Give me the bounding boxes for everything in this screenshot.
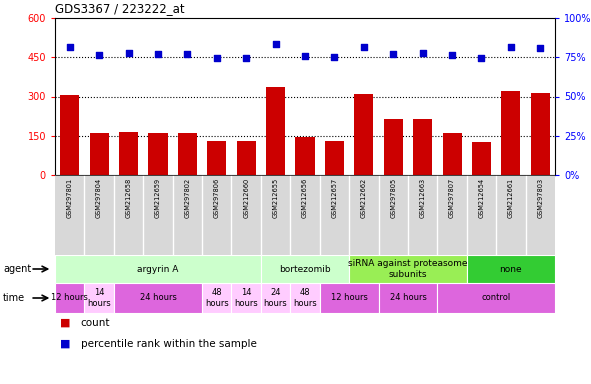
Text: argyrin A: argyrin A bbox=[137, 265, 178, 273]
Point bbox=[183, 51, 192, 57]
Bar bbox=[437, 283, 555, 313]
Bar bbox=[531, 93, 550, 175]
Point bbox=[330, 54, 339, 60]
Text: 48
hours: 48 hours bbox=[293, 288, 317, 308]
Bar bbox=[55, 283, 85, 313]
Point bbox=[477, 55, 486, 61]
Point bbox=[153, 51, 163, 57]
Text: GSM297803: GSM297803 bbox=[537, 177, 543, 217]
Text: GSM212663: GSM212663 bbox=[420, 177, 426, 217]
Text: siRNA against proteasome
subunits: siRNA against proteasome subunits bbox=[348, 259, 467, 279]
Point bbox=[124, 50, 133, 56]
Bar bbox=[349, 255, 467, 283]
Bar bbox=[378, 283, 437, 313]
Text: bortezomib: bortezomib bbox=[279, 265, 331, 273]
Text: GSM297802: GSM297802 bbox=[184, 177, 190, 218]
Bar bbox=[384, 119, 403, 175]
Text: percentile rank within the sample: percentile rank within the sample bbox=[81, 339, 256, 349]
Bar bbox=[55, 255, 261, 283]
Bar bbox=[296, 137, 314, 175]
Text: GSM297804: GSM297804 bbox=[96, 177, 102, 218]
Bar bbox=[202, 283, 232, 313]
Text: ■: ■ bbox=[60, 339, 70, 349]
Text: GSM297806: GSM297806 bbox=[214, 177, 220, 218]
Text: GSM297805: GSM297805 bbox=[390, 177, 396, 218]
Text: 48
hours: 48 hours bbox=[205, 288, 229, 308]
Bar bbox=[207, 141, 226, 175]
Text: GSM212660: GSM212660 bbox=[243, 177, 249, 218]
Point bbox=[212, 55, 222, 61]
Text: GSM297807: GSM297807 bbox=[449, 177, 455, 218]
Point bbox=[95, 51, 104, 58]
Bar bbox=[266, 87, 285, 175]
Text: 14
hours: 14 hours bbox=[87, 288, 111, 308]
Text: agent: agent bbox=[3, 264, 31, 274]
Bar bbox=[261, 255, 349, 283]
Bar bbox=[472, 142, 491, 175]
Bar bbox=[501, 91, 521, 175]
Text: GSM212657: GSM212657 bbox=[332, 177, 337, 218]
Text: 12 hours: 12 hours bbox=[51, 293, 88, 303]
Bar bbox=[148, 132, 167, 175]
Text: GSM212656: GSM212656 bbox=[302, 177, 308, 218]
Text: none: none bbox=[499, 265, 522, 273]
Bar bbox=[467, 255, 555, 283]
Text: time: time bbox=[3, 293, 25, 303]
Text: 14
hours: 14 hours bbox=[234, 288, 258, 308]
Point bbox=[506, 44, 515, 50]
Bar bbox=[60, 95, 79, 175]
Point bbox=[300, 53, 310, 59]
Bar bbox=[413, 119, 432, 175]
Bar bbox=[232, 283, 261, 313]
Text: 24 hours: 24 hours bbox=[389, 293, 426, 303]
Bar bbox=[119, 132, 138, 175]
Bar bbox=[443, 133, 462, 175]
Point bbox=[535, 45, 545, 51]
Text: GSM212658: GSM212658 bbox=[125, 177, 132, 218]
Text: ■: ■ bbox=[60, 318, 70, 328]
Point bbox=[388, 51, 398, 57]
Point bbox=[65, 44, 74, 50]
Text: GSM212654: GSM212654 bbox=[479, 177, 485, 218]
Text: control: control bbox=[482, 293, 511, 303]
Bar bbox=[320, 283, 378, 313]
Text: 12 hours: 12 hours bbox=[331, 293, 368, 303]
Text: GDS3367 / 223222_at: GDS3367 / 223222_at bbox=[55, 2, 184, 15]
Bar bbox=[290, 283, 320, 313]
Bar bbox=[114, 283, 202, 313]
Point bbox=[447, 52, 457, 58]
Text: GSM212662: GSM212662 bbox=[361, 177, 367, 218]
Text: GSM297801: GSM297801 bbox=[67, 177, 73, 217]
Bar bbox=[178, 132, 197, 175]
Bar bbox=[236, 141, 256, 175]
Bar bbox=[325, 141, 344, 175]
Text: count: count bbox=[81, 318, 110, 328]
Point bbox=[418, 50, 427, 56]
Bar bbox=[354, 94, 374, 175]
Bar bbox=[90, 133, 109, 175]
Point bbox=[359, 44, 369, 50]
Text: GSM212655: GSM212655 bbox=[272, 177, 278, 218]
Text: 24
hours: 24 hours bbox=[264, 288, 287, 308]
Text: GSM212659: GSM212659 bbox=[155, 177, 161, 217]
Text: GSM212661: GSM212661 bbox=[508, 177, 514, 217]
Text: 24 hours: 24 hours bbox=[139, 293, 176, 303]
Point bbox=[242, 55, 251, 61]
Point bbox=[271, 41, 280, 47]
Bar bbox=[261, 283, 290, 313]
Bar bbox=[85, 283, 114, 313]
